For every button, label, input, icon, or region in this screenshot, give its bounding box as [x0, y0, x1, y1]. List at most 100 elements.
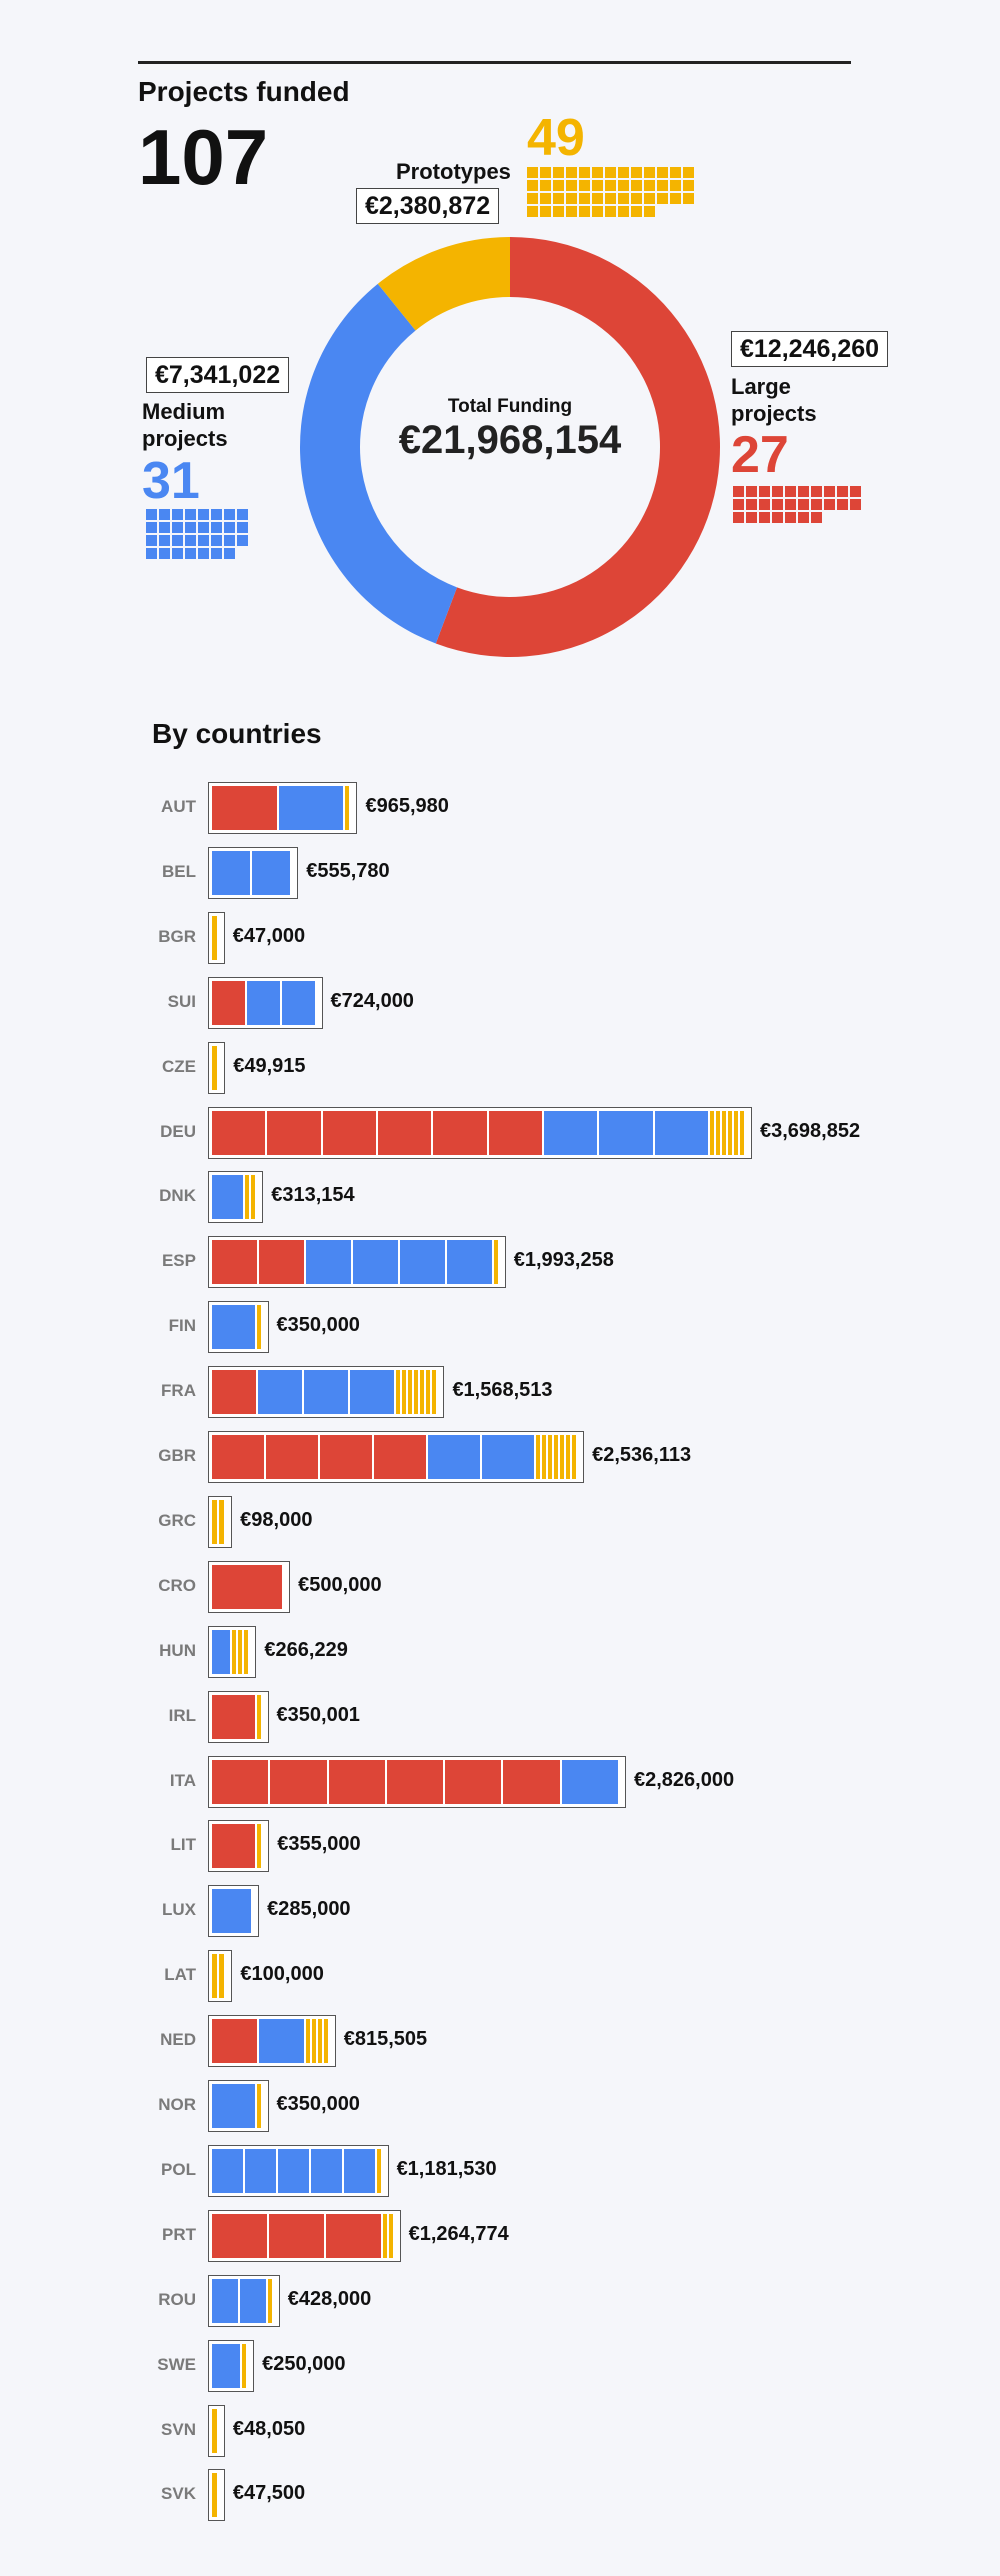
medium-project-square [224, 548, 235, 559]
country-amount: €47,000 [232, 924, 306, 947]
prototype-segment [536, 1435, 541, 1479]
country-amount: €47,500 [232, 2482, 306, 2505]
prototype-project-square [540, 167, 551, 178]
country-row: CZE €49,915 [0, 1039, 1000, 1097]
medium-segment [244, 2148, 276, 2193]
prototype-project-square [579, 180, 590, 191]
prototype-segment [554, 1435, 559, 1479]
country-code: CRO [158, 1575, 196, 1595]
large-segment [386, 1759, 444, 1804]
large-segment [212, 2019, 257, 2064]
large-segment [268, 2213, 324, 2258]
medium-project-square [172, 548, 183, 559]
prototype-project-square [644, 193, 655, 204]
country-bar [208, 2339, 255, 2392]
country-bar [208, 2080, 269, 2132]
large-segment [212, 1370, 257, 1415]
prototype-project-square [579, 206, 590, 217]
medium-project-square [159, 522, 170, 533]
large-project-square [733, 512, 744, 523]
country-amount: €555,780 [306, 859, 390, 882]
large-project-square [759, 512, 770, 523]
medium-segment [350, 1370, 395, 1415]
large-project-square [811, 499, 822, 510]
country-code: POL [161, 2159, 196, 2179]
prototype-project-square [618, 180, 629, 191]
country-code: LUX [162, 1900, 196, 1920]
large-segment [212, 1759, 269, 1804]
medium-project-square [185, 548, 196, 559]
prototype-segment [493, 1240, 498, 1285]
prototype-segment [212, 1045, 218, 1090]
country-amount: €250,000 [262, 2352, 346, 2375]
prototype-project-square [540, 206, 551, 217]
country-code: FIN [168, 1316, 196, 1336]
prototype-project-square [527, 180, 538, 191]
country-row: LUX €285,000 [0, 1882, 1000, 1940]
large-label-line2: projects [731, 401, 817, 426]
prototype-segment [345, 786, 350, 830]
large-project-square [850, 499, 861, 510]
prototype-segment [219, 1499, 225, 1544]
country-amount: €500,000 [298, 1573, 382, 1596]
prototype-segment [566, 1435, 571, 1479]
prototype-segment [251, 1175, 256, 1220]
medium-project-square [237, 509, 248, 520]
large-segment [266, 1435, 319, 1479]
country-row: BEL €555,780 [0, 844, 1000, 902]
large-segment [212, 1240, 257, 1285]
medium-segment [281, 980, 315, 1025]
prototype-project-square [553, 206, 564, 217]
prototype-segment [245, 1175, 250, 1220]
country-amount: €3,698,852 [760, 1119, 861, 1142]
country-bar [208, 1495, 233, 1548]
country-code: HUN [159, 1640, 196, 1660]
country-code: ROU [158, 2289, 196, 2309]
medium-project-square [224, 522, 235, 533]
donut-center-label: Total Funding [447, 396, 573, 417]
country-code: AUT [161, 797, 196, 816]
medium-segment [246, 980, 280, 1025]
large-project-square [798, 499, 809, 510]
prototype-segment [542, 1435, 547, 1479]
prototype-project-square [670, 167, 681, 178]
prototype-segment [722, 1110, 726, 1155]
prototype-segment [212, 1499, 218, 1544]
country-amount: €285,000 [267, 1898, 351, 1921]
medium-project-square [237, 535, 248, 546]
country-code: ITA [169, 1770, 196, 1790]
medium-project-square [198, 535, 209, 546]
medium-project-square [185, 509, 196, 520]
country-code: BGR [158, 926, 196, 946]
prototype-segment [212, 915, 217, 960]
prototype-segment [432, 1370, 437, 1415]
country-row: SUI €724,000 [0, 974, 1000, 1032]
medium-project-square [211, 548, 222, 559]
country-row: NED €815,505 [0, 2012, 1000, 2070]
projects-funded-title: Projects funded [138, 76, 350, 107]
medium-count: 31 [142, 452, 200, 510]
country-bar [208, 2144, 389, 2197]
country-bar [208, 1625, 257, 1678]
prototype-project-square [566, 167, 577, 178]
country-row: HUN €266,229 [0, 1623, 1000, 1681]
medium-segment [212, 2343, 241, 2388]
medium-segment [212, 2148, 243, 2193]
prototype-project-square [644, 206, 655, 217]
country-row: ESP €1,993,258 [0, 1233, 1000, 1291]
country-row: GBR €2,536,113 [0, 1428, 1000, 1486]
country-code: NOR [158, 2095, 196, 2114]
medium-project-square [237, 522, 248, 533]
prototype-project-square [592, 206, 603, 217]
country-bar [208, 2274, 280, 2327]
country-bar [208, 1236, 506, 1289]
medium-segment [482, 1435, 535, 1479]
prototype-segment [323, 2019, 328, 2064]
prototype-segment [396, 1370, 401, 1415]
medium-segment [599, 1110, 653, 1155]
medium-label: Medium projects [142, 398, 228, 452]
large-segment [212, 1824, 256, 1869]
prototype-segment [267, 2278, 272, 2323]
country-bar [208, 1366, 445, 1419]
prototype-segment [572, 1435, 577, 1479]
